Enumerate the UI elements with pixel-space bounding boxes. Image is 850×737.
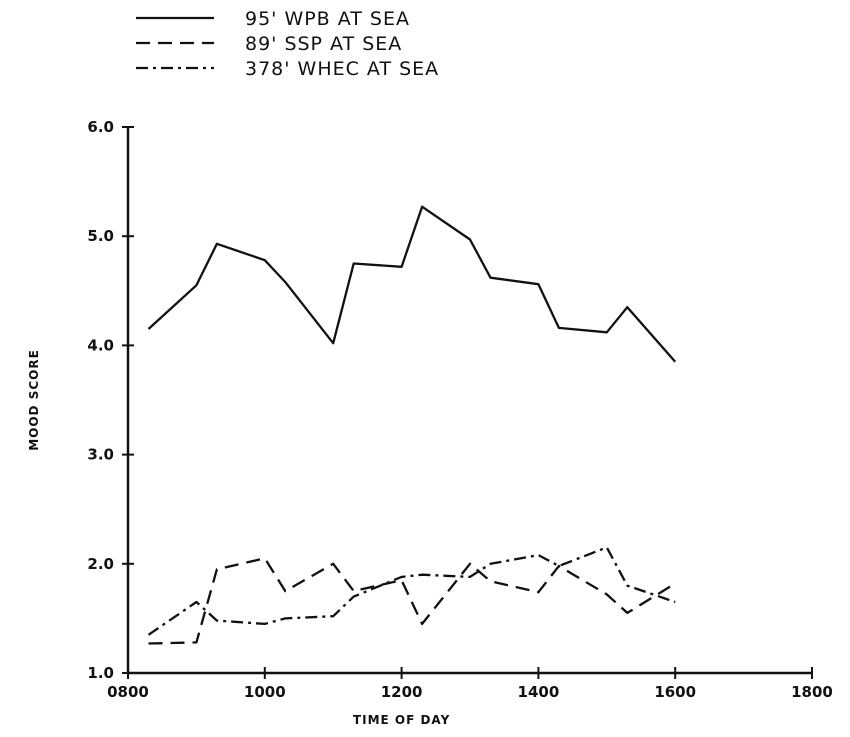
x-tick-label: 1000: [244, 683, 286, 701]
series-line-3: [147, 546, 676, 636]
y-axis-title: MOOD SCORE: [27, 349, 41, 451]
x-tick-label: 1600: [654, 683, 696, 701]
y-tick-label: 3.0: [87, 446, 114, 464]
y-tick-label: 4.0: [87, 336, 114, 354]
legend-label-3: 378' WHEC AT SEA: [245, 58, 439, 80]
legend-label-1: 95' WPB AT SEA: [245, 8, 410, 30]
x-axis-title: TIME OF DAY: [353, 713, 450, 727]
series-line-2: [148, 557, 676, 645]
x-tick-label: 1800: [791, 683, 833, 701]
y-tick-label: 2.0: [87, 555, 114, 573]
x-tick-label: 1200: [381, 683, 423, 701]
y-tick-label: 6.0: [87, 118, 114, 136]
y-tick-label: 1.0: [87, 664, 114, 682]
x-tick-label: 1400: [518, 683, 560, 701]
y-tick-label: 5.0: [87, 227, 114, 245]
series-line-1: [147, 205, 677, 363]
legend-label-2: 89' SSP AT SEA: [245, 33, 402, 55]
x-tick-label: 0800: [107, 683, 149, 701]
